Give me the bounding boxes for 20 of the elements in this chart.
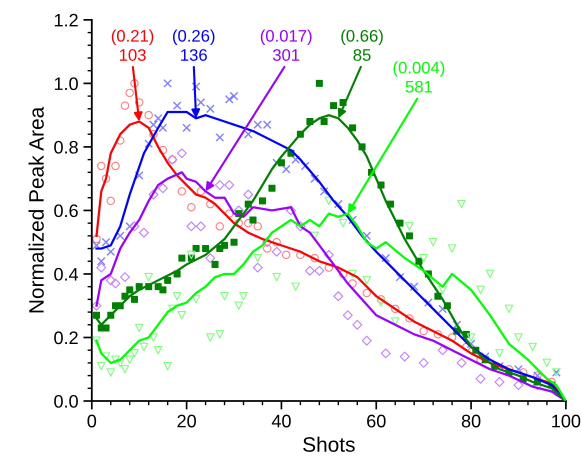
y-tick-label: 0.4 [54,268,78,281]
y-tick-label: 0.8 [54,140,78,154]
y-tick-label: 1.2 [54,14,78,26]
x-tick-label: 60 [367,414,386,428]
y-tick-label: 0.6 [54,204,78,218]
annotation: (0.017) 301 [260,30,312,61]
annotation: (0.26) 136 [172,30,214,61]
y-tick-label: 0.0 [54,394,78,408]
x-tick-label: 100 [552,414,580,428]
y-tick-label: 0.2 [54,331,78,344]
x-tick-label: 80 [462,414,480,428]
x-tick-label: 0 [87,414,96,428]
x-tick-label: 40 [272,414,291,428]
y-axis-title: Normalized Peak Area [28,106,44,312]
annotation: (0.66) 85 [341,30,383,61]
x-tick-label: 20 [177,414,196,428]
annotation: (0.21) 103 [112,30,154,61]
annotation: (0.004) 581 [394,61,444,93]
y-tick-label: 1.0 [54,77,78,90]
x-axis-title: Shots [303,436,355,452]
